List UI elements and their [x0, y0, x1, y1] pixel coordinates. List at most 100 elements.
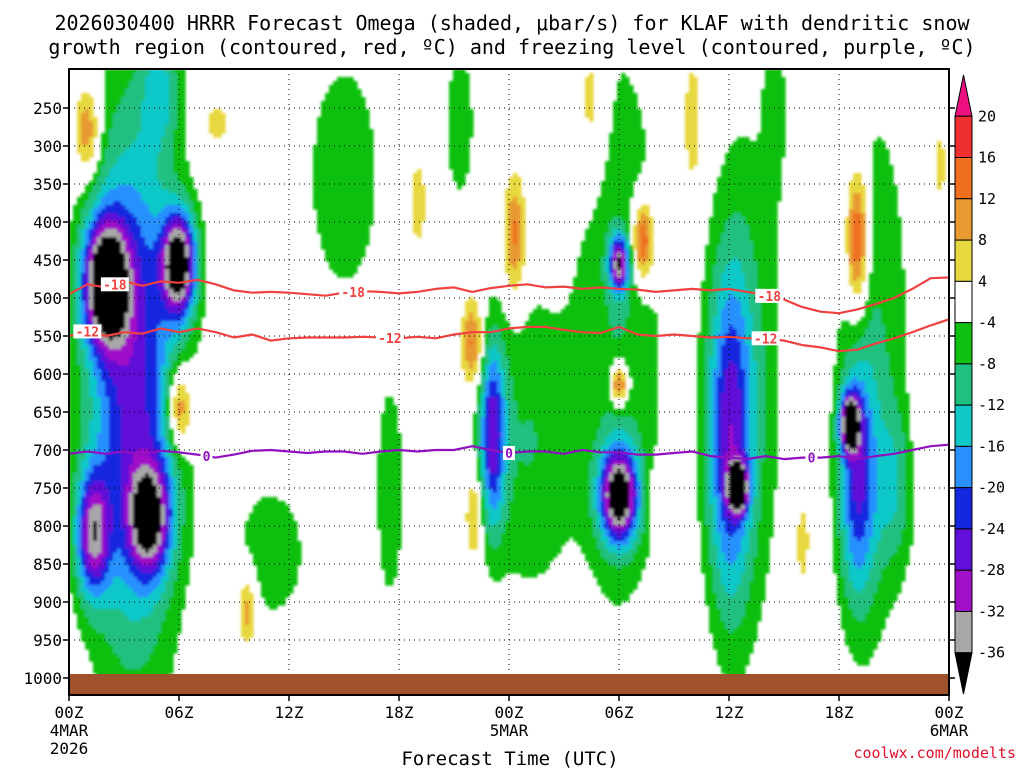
omega-cell — [105, 105, 118, 110]
omega-cell — [621, 277, 626, 282]
omega-cell — [733, 629, 758, 634]
omega-cell — [181, 545, 194, 550]
omega-cell — [261, 497, 278, 502]
omega-cell — [709, 529, 714, 534]
contour-label: -12 — [76, 325, 99, 340]
omega-cell — [69, 501, 74, 506]
omega-cell — [881, 313, 906, 318]
omega-cell — [125, 261, 130, 266]
omega-cell — [745, 533, 750, 538]
omega-cell — [173, 481, 178, 486]
omega-cell — [765, 449, 778, 454]
omega-cell — [189, 313, 194, 318]
omega-cell — [173, 401, 178, 406]
omega-cell — [745, 461, 750, 466]
omega-cell — [105, 177, 158, 182]
omega-cell — [709, 441, 714, 446]
omega-cell — [517, 401, 614, 406]
x-tick-date-label: 4MAR — [50, 721, 89, 740]
omega-cell — [869, 445, 878, 450]
omega-cell — [133, 237, 146, 242]
omega-cell — [869, 325, 886, 330]
omega-cell — [137, 69, 150, 74]
omega-cell — [133, 477, 142, 482]
omega-cell — [741, 573, 754, 578]
omega-cell — [601, 269, 606, 274]
omega-cell — [713, 477, 718, 482]
omega-cell — [181, 541, 194, 546]
omega-cell — [577, 541, 598, 546]
omega-cell — [157, 285, 166, 290]
omega-cell — [73, 597, 82, 602]
contour-label-bg — [751, 331, 780, 346]
omega-cell — [613, 441, 626, 446]
omega-cell — [485, 449, 490, 454]
omega-cell — [613, 261, 618, 266]
omega-cell — [117, 221, 126, 226]
omega-cell — [505, 221, 510, 226]
omega-cell — [833, 541, 842, 546]
omega-cell — [69, 373, 82, 378]
omega-cell — [753, 517, 762, 522]
omega-cell — [157, 469, 162, 474]
omega-cell — [473, 437, 478, 442]
omega-cell — [169, 189, 186, 194]
omega-cell — [837, 509, 842, 514]
omega-cell — [185, 237, 190, 242]
omega-cell — [505, 405, 510, 410]
omega-cell — [97, 553, 106, 558]
omega-cell — [849, 273, 854, 278]
omega-cell — [253, 505, 290, 510]
omega-cell — [877, 493, 898, 498]
omega-cell — [717, 185, 782, 190]
omega-cell — [889, 557, 910, 562]
omega-cell — [861, 413, 866, 418]
omega-cell — [725, 265, 742, 270]
omega-cell — [593, 445, 602, 450]
omega-cell — [121, 457, 134, 462]
omega-cell — [873, 205, 898, 210]
omega-cell — [69, 453, 78, 458]
omega-cell — [853, 205, 862, 210]
omega-cell — [901, 429, 910, 434]
omega-cell — [533, 429, 598, 434]
omega-cell — [897, 461, 906, 466]
omega-cell — [709, 325, 714, 330]
omega-cell — [509, 373, 610, 378]
omega-cell — [709, 477, 714, 482]
omega-cell — [905, 441, 914, 446]
omega-cell — [745, 217, 778, 222]
omega-cell — [841, 441, 846, 446]
omega-cell — [453, 177, 466, 182]
omega-cell — [757, 493, 762, 498]
omega-cell — [685, 117, 698, 122]
omega-cell — [461, 365, 470, 370]
omega-cell — [201, 253, 206, 258]
omega-cell — [413, 213, 426, 218]
omega-cell — [749, 385, 758, 390]
omega-cell — [189, 281, 194, 286]
omega-cell — [865, 485, 870, 490]
omega-cell — [501, 485, 506, 490]
omega-cell — [109, 501, 122, 506]
omega-cell — [609, 141, 646, 146]
omega-cell — [869, 289, 906, 294]
omega-cell — [161, 621, 182, 626]
omega-cell — [905, 513, 914, 518]
omega-cell — [133, 297, 138, 302]
omega-cell — [745, 429, 750, 434]
omega-cell — [633, 245, 638, 250]
omega-cell — [605, 505, 610, 510]
omega-cell — [861, 197, 866, 202]
omega-cell — [109, 373, 146, 378]
omega-cell — [841, 509, 846, 514]
omega-cell — [601, 273, 610, 278]
omega-cell — [165, 265, 190, 270]
omega-cell — [629, 521, 634, 526]
omega-cell — [857, 589, 862, 594]
omega-cell — [721, 545, 742, 550]
omega-cell — [757, 485, 762, 490]
omega-cell — [113, 557, 126, 562]
omega-cell — [97, 565, 106, 570]
omega-cell — [609, 485, 630, 490]
